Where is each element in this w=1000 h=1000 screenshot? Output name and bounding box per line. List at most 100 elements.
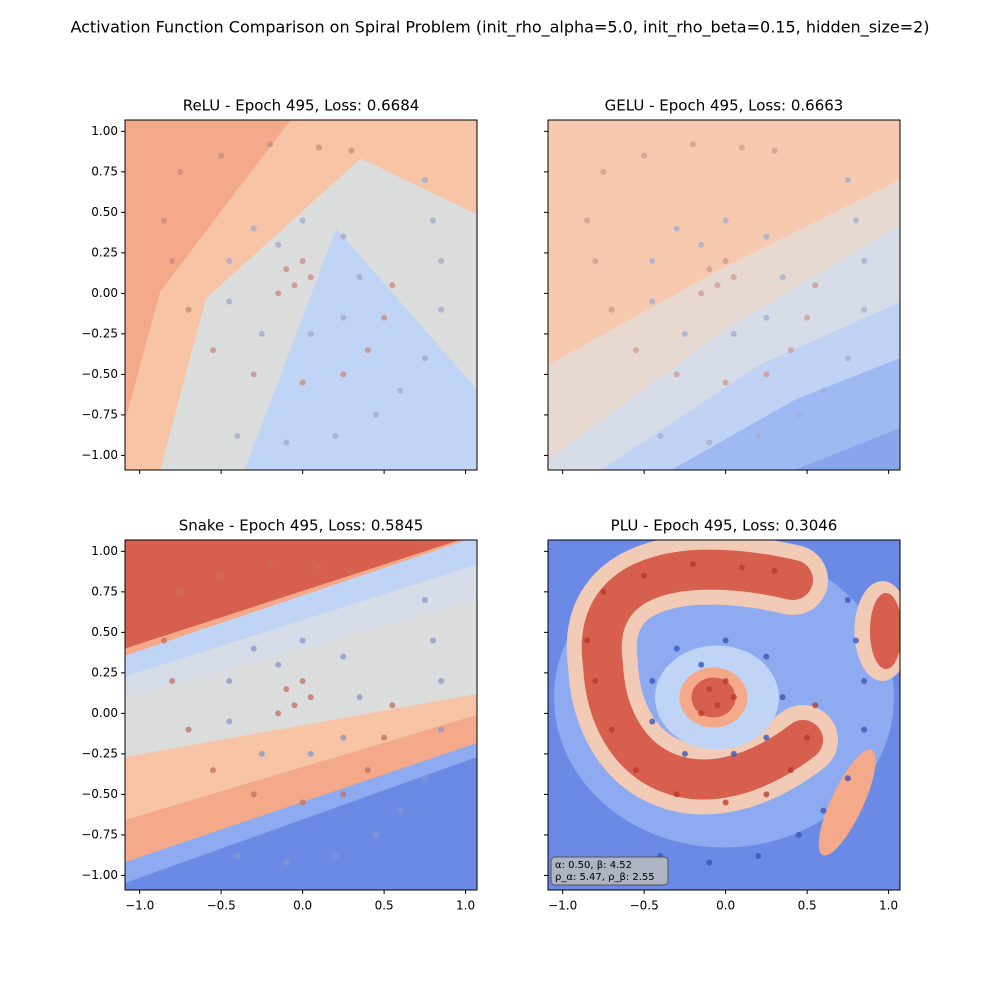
- scatter-point: [315, 144, 322, 151]
- scatter-point: [853, 637, 859, 644]
- scatter-point: [861, 306, 868, 313]
- scatter-point: [698, 710, 705, 717]
- scatter-point: [812, 282, 819, 289]
- scatter-point: [690, 561, 697, 568]
- scatter-point: [250, 371, 257, 378]
- scatter-point: [275, 661, 282, 668]
- scatter-point: [763, 314, 770, 321]
- scatter-point: [861, 726, 868, 733]
- scatter-point: [283, 266, 290, 273]
- contour-fill: [691, 677, 736, 718]
- x-tick-label: 0.0: [716, 899, 735, 913]
- scatter-point: [844, 775, 851, 782]
- scatter-point: [633, 347, 639, 354]
- y-tick-label: 1.00: [91, 124, 118, 138]
- y-tick-label: 0.50: [91, 205, 118, 219]
- scatter-point: [592, 677, 599, 684]
- x-tick-label: 1.0: [456, 899, 475, 913]
- scatter-point: [340, 233, 347, 240]
- scatter-point: [592, 257, 599, 264]
- scatter-point: [169, 257, 176, 264]
- scatter-point: [226, 298, 233, 305]
- scatter-point: [258, 330, 265, 337]
- scatter-point: [600, 588, 607, 595]
- scatter-point: [389, 282, 396, 289]
- scatter-point: [706, 686, 713, 693]
- scatter-point: [348, 567, 355, 574]
- scatter-point: [397, 387, 404, 394]
- scatter-point: [844, 355, 851, 362]
- scatter-point: [250, 225, 257, 232]
- scatter-point: [673, 791, 680, 798]
- scatter-point: [844, 176, 851, 183]
- scatter-point: [722, 637, 729, 644]
- scatter-point: [673, 225, 680, 232]
- scatter-point: [430, 217, 436, 224]
- scatter-point: [210, 347, 216, 354]
- y-tick-label: 0.50: [91, 625, 118, 639]
- y-tick-label: 0.75: [91, 584, 118, 598]
- scatter-point: [681, 330, 688, 337]
- scatter-point: [340, 371, 347, 378]
- scatter-point: [714, 702, 721, 709]
- scatter-point: [649, 677, 656, 684]
- scatter-point: [258, 750, 265, 757]
- scatter-point: [234, 852, 241, 859]
- scatter-point: [299, 637, 306, 644]
- scatter-point: [649, 298, 656, 305]
- scatter-point: [641, 572, 648, 579]
- axes-frame: [547, 539, 901, 891]
- scatter-point: [161, 217, 168, 224]
- scatter-point: [267, 141, 274, 148]
- scatter-point: [706, 266, 713, 273]
- plot-area: [548, 120, 900, 470]
- annotation: α: 0.50, β: 4.52: [555, 860, 632, 871]
- scatter-point: [283, 686, 290, 693]
- scatter-point: [787, 767, 794, 774]
- y-tick-label: 0.25: [91, 665, 118, 679]
- scatter-point: [438, 677, 445, 684]
- scatter-point: [722, 217, 729, 224]
- annotation: ρ_α: 5.47, ρ_β: 2.55: [555, 872, 655, 883]
- scatter-point: [738, 564, 745, 571]
- scatter-point: [771, 147, 778, 154]
- plot-area: [125, 540, 477, 890]
- scatter-point: [804, 734, 811, 741]
- scatter-point: [210, 767, 216, 774]
- scatter-point: [275, 710, 282, 717]
- scatter-point: [307, 694, 314, 701]
- scatter-point: [234, 432, 241, 439]
- scatter-point: [299, 217, 306, 224]
- scatter-point: [275, 290, 282, 297]
- y-tick-label: 1.00: [91, 544, 118, 558]
- scatter-point: [307, 750, 314, 757]
- scatter-point: [299, 257, 306, 264]
- scatter-point: [763, 791, 770, 798]
- scatter-point: [730, 330, 737, 337]
- scatter-point: [649, 718, 656, 725]
- scatter-point: [771, 567, 778, 574]
- scatter-point: [283, 439, 290, 446]
- contour-fill: [794, 428, 900, 470]
- scatter-point: [177, 588, 184, 595]
- scatter-point: [291, 702, 298, 709]
- annotation-box: [550, 856, 669, 886]
- scatter-point: [755, 852, 762, 859]
- scatter-point: [291, 282, 298, 289]
- scatter-point: [421, 176, 428, 183]
- scatter-point: [356, 694, 363, 701]
- x-tick-label: 1.0: [879, 899, 898, 913]
- scatter-point: [430, 637, 436, 644]
- figure-title: Activation Function Comparison on Spiral…: [70, 18, 929, 38]
- contour-fill: [671, 358, 900, 470]
- scatter-point: [364, 767, 371, 774]
- scatter-point: [763, 653, 770, 660]
- scatter-point: [299, 677, 306, 684]
- plot-area: [548, 540, 900, 890]
- x-tick-label: −1.0: [548, 899, 577, 913]
- scatter-point: [649, 257, 656, 264]
- scatter-point: [730, 274, 737, 281]
- y-tick-label: 0.00: [91, 286, 118, 300]
